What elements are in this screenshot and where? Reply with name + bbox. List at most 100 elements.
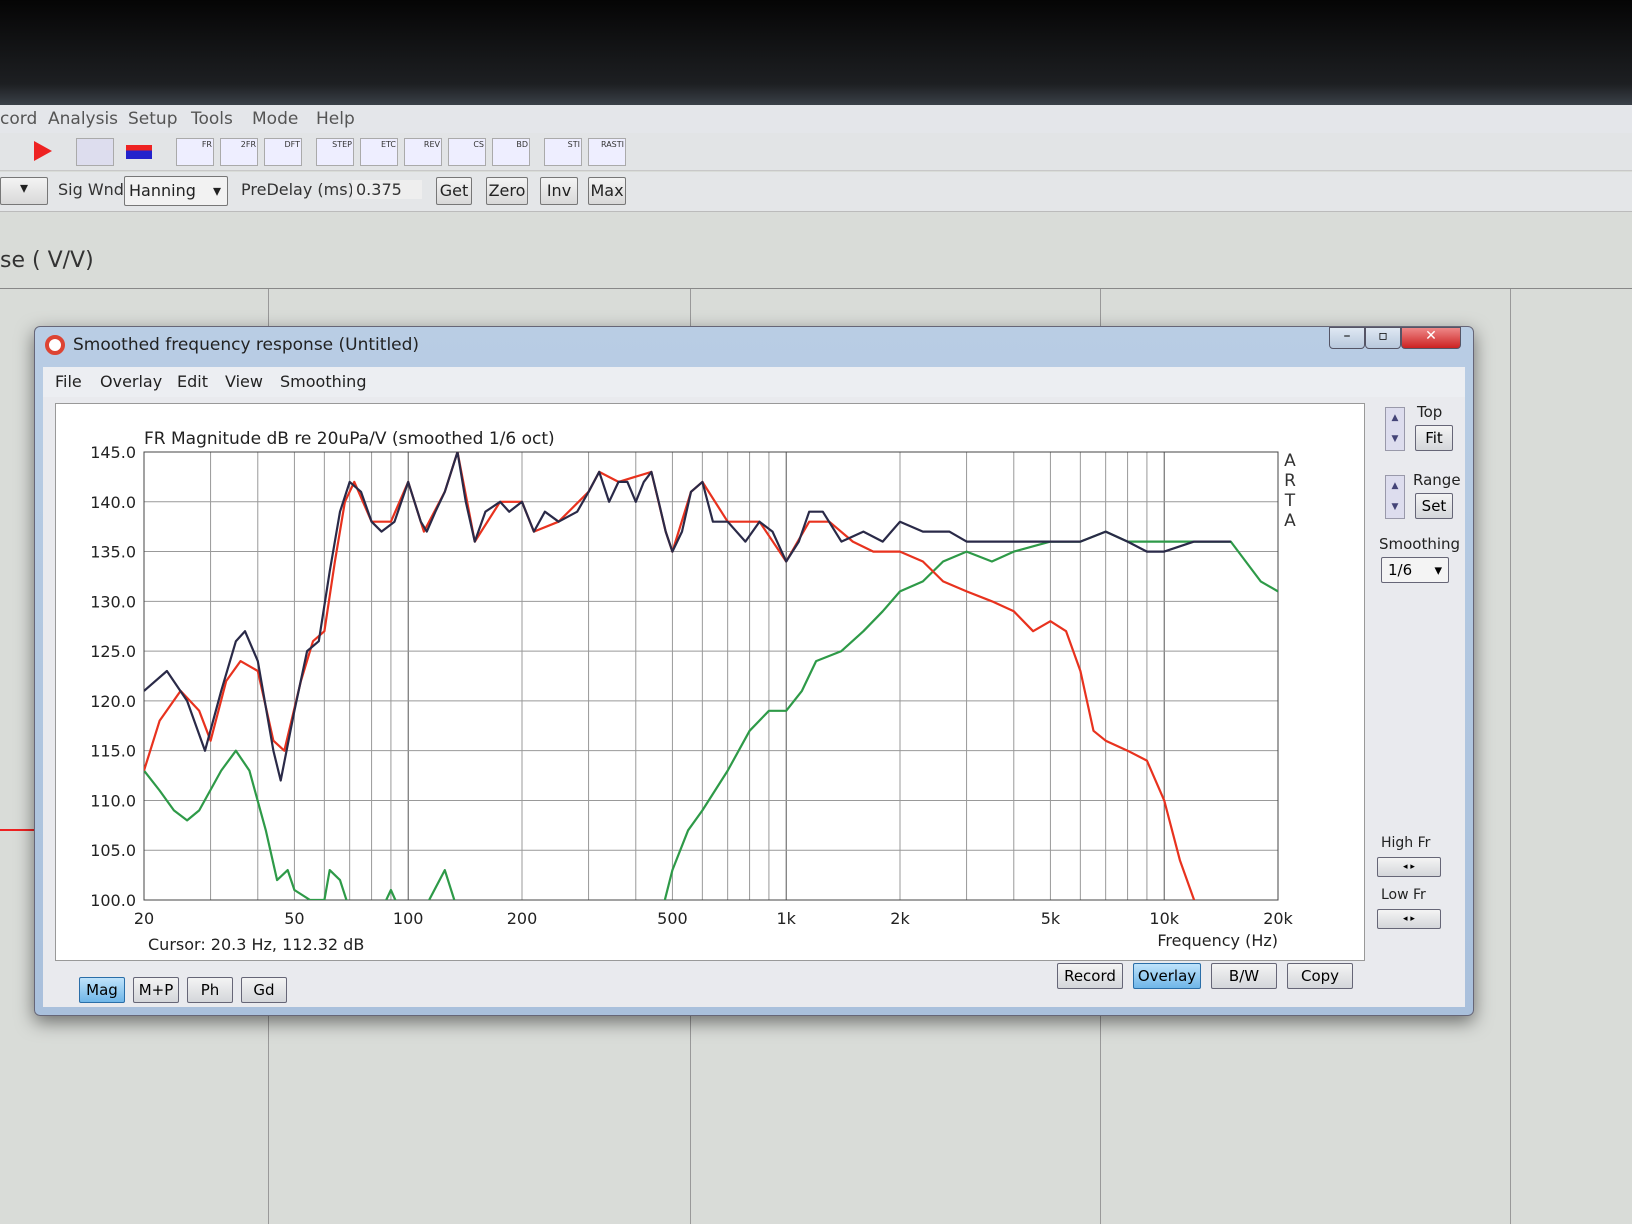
window-client: 100.0 105.0 110.0 115.0 120.0 125.0 130.0 135.0…	[43, 397, 1465, 1007]
x-axis-label: Frequency (Hz)	[1157, 931, 1278, 950]
top-spinner[interactable]: ▲ ▼	[1385, 407, 1405, 451]
toolbar-2fr[interactable]: 2FR	[220, 138, 258, 166]
menu-file[interactable]: File	[55, 372, 82, 391]
menu-mode[interactable]: Mode	[252, 109, 299, 129]
toolbar-sti[interactable]: STI	[544, 138, 582, 166]
range-label: Range	[1413, 471, 1461, 489]
top-label: Top	[1417, 403, 1443, 421]
set-button[interactable]: Set	[1415, 493, 1453, 519]
mode-dropdown[interactable]: ▾	[0, 177, 48, 205]
spectrum-icon[interactable]	[126, 145, 152, 159]
arta-watermark: A	[1284, 451, 1296, 471]
menu-view[interactable]: View	[225, 372, 263, 391]
menu-analysis[interactable]: Analysis	[48, 109, 119, 129]
minimize-button[interactable]: –	[1329, 327, 1365, 349]
get-button[interactable]: Get	[436, 177, 472, 205]
plot-frame	[143, 451, 1279, 901]
smoothing-select[interactable]: 1/6 ▾	[1381, 557, 1449, 583]
y-tick-label: 135.0	[90, 543, 136, 562]
series-line-0	[144, 452, 1231, 782]
toolbar-rev[interactable]: REV	[404, 138, 442, 166]
sig-wnd-value: Hanning	[129, 181, 196, 200]
background-plot-title: se ( V/V)	[0, 248, 94, 273]
window-title: Smoothed frequency response (Untitled)	[73, 335, 420, 355]
fit-button[interactable]: Fit	[1415, 425, 1453, 451]
sig-wnd-label: Sig Wnd	[58, 180, 124, 199]
high-fr-label: High Fr	[1381, 835, 1431, 851]
menu-smoothing[interactable]: Smoothing	[280, 372, 367, 391]
toolbar-fr[interactable]: FR	[176, 138, 214, 166]
window-menubar: File Overlay Edit View Smoothing	[43, 367, 1465, 397]
overlay-button[interactable]: Overlay	[1133, 963, 1201, 989]
predelay-input[interactable]: 0.375	[352, 180, 422, 199]
x-tick-label: 10k	[1149, 909, 1179, 928]
range-spinner[interactable]: ▲ ▼	[1385, 475, 1405, 519]
high-fr-scroll[interactable]: ◂ ▸	[1377, 857, 1441, 877]
toolbar-bd[interactable]: BD	[492, 138, 530, 166]
smoothing-label: Smoothing	[1379, 535, 1461, 553]
max-button[interactable]: Max	[588, 177, 626, 205]
gd-button[interactable]: Gd	[241, 977, 287, 1003]
play-icon[interactable]	[34, 141, 52, 161]
arta-watermark: T	[1284, 491, 1296, 511]
arta-watermark: A	[1284, 511, 1296, 531]
y-tick-label: 125.0	[90, 642, 136, 661]
generator-button[interactable]	[76, 138, 114, 166]
chevron-down-icon: ▾	[1434, 561, 1442, 579]
m-p-button[interactable]: M+P	[133, 977, 179, 1003]
smoothed-fr-window: Smoothed frequency response (Untitled) –…	[34, 326, 1474, 1016]
x-tick-label: 1k	[776, 909, 796, 928]
plot-panel: 100.0 105.0 110.0 115.0 120.0 125.0 130.0 135.0…	[55, 403, 1365, 961]
low-fr-label: Low Fr	[1381, 887, 1426, 903]
y-tick-label: 130.0	[90, 592, 136, 611]
bw-button[interactable]: B/W	[1211, 963, 1277, 989]
menu-setup[interactable]: Setup	[128, 109, 178, 129]
menu-tools[interactable]: Tools	[191, 109, 233, 129]
x-tick-label: 5k	[1041, 909, 1061, 928]
menu-help[interactable]: Help	[316, 109, 355, 129]
record-button[interactable]: Record	[1057, 963, 1123, 989]
cursor-readout: Cursor: 20.3 Hz, 112.32 dB	[148, 935, 364, 954]
monitor-bezel-area	[0, 0, 1632, 105]
low-fr-scroll[interactable]: ◂ ▸	[1377, 909, 1441, 929]
toolbar-etc[interactable]: ETC	[360, 138, 398, 166]
chevron-down-icon: ▾	[212, 181, 221, 200]
toolbar-step[interactable]: STEP	[316, 138, 354, 166]
toolbar-rasti[interactable]: RASTI	[588, 138, 626, 166]
x-tick-label: 500	[657, 909, 688, 928]
copy-button[interactable]: Copy	[1287, 963, 1353, 989]
smoothing-value: 1/6	[1388, 561, 1413, 579]
ph-button[interactable]: Ph	[187, 977, 233, 1003]
control-bar: ▾ Sig Wnd Hanning ▾ PreDelay (ms) 0.375 G…	[0, 172, 1632, 212]
toolbar-cs[interactable]: CS	[448, 138, 486, 166]
close-button[interactable]: ✕	[1401, 327, 1461, 349]
x-tick-label: 50	[284, 909, 304, 928]
y-tick-label: 105.0	[90, 841, 136, 860]
fr-chart[interactable]: 100.0 105.0 110.0 115.0 120.0 125.0 130.0 135.0…	[56, 404, 1366, 962]
x-tick-label: 2k	[890, 909, 910, 928]
sig-wnd-select[interactable]: Hanning ▾	[124, 176, 228, 206]
main-toolbar: FR 2FR DFT STEP ETC REV CS BD STI RASTI	[0, 133, 1632, 171]
arta-watermark: R	[1284, 471, 1296, 491]
x-tick-label: 200	[507, 909, 538, 928]
maximize-button[interactable]: ▫	[1365, 327, 1401, 349]
y-tick-label: 110.0	[90, 791, 136, 810]
main-menubar: cord Analysis Setup Tools Mode Help	[0, 105, 1632, 133]
toolbar-dft[interactable]: DFT	[264, 138, 302, 166]
zero-button[interactable]: Zero	[486, 177, 528, 205]
arta-app-icon	[45, 335, 65, 355]
view-mode-buttons: Mag M+P Ph Gd	[79, 977, 479, 1005]
menu-overlay[interactable]: Overlay	[100, 372, 163, 391]
inv-button[interactable]: Inv	[540, 177, 578, 205]
predelay-label: PreDelay (ms)	[241, 180, 354, 199]
menu-edit[interactable]: Edit	[177, 372, 208, 391]
x-tick-label: 20	[134, 909, 154, 928]
y-tick-label: 100.0	[90, 891, 136, 910]
y-tick-label: 140.0	[90, 493, 136, 512]
mag-button[interactable]: Mag	[79, 977, 125, 1003]
menu-record[interactable]: cord	[0, 109, 38, 129]
y-tick-label: 115.0	[90, 742, 136, 761]
x-tick-label: 100	[393, 909, 424, 928]
action-buttons: Record Overlay B/W Copy	[1057, 963, 1357, 991]
y-tick-label: 120.0	[90, 692, 136, 711]
